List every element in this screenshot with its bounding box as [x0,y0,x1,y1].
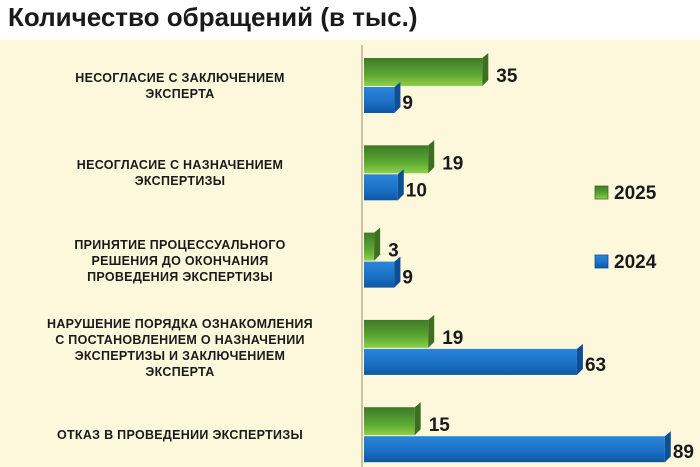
bar-2025-4 [364,407,415,436]
bar-2024-3 [364,348,577,375]
bar-2025-0 [364,58,483,86]
bar-side-2025-3 [428,314,435,348]
category-label-line: НЕСОГЛАСИЕ С НАЗНАЧЕНИЕМ [76,158,284,173]
data-label-2025-2: 3 [388,241,399,262]
category-label: ОТКАЗ В ПРОВЕДЕНИИ ЭКСПЕРТИЗЫ [15,427,345,443]
category-label-line: ЭКСПЕРТА [145,364,215,379]
data-label-2024-0: 9 [402,93,413,114]
category-label: ПРИНЯТИЕ ПРОЦЕССУАЛЬНОГО РЕШЕНИЯ ДО ОКОНЧ… [15,237,345,285]
bar-side-2025-0 [482,53,489,86]
category-label-line: ПРИНЯТИЕ ПРОЦЕССУАЛЬНОГО [74,237,286,252]
category-label-line: ЭКСПЕРТИЗЫ [134,174,226,189]
category-label: НЕСОГЛАСИЕ С НАЗНАЧЕНИЕМ ЭКСПЕРТИЗЫ [15,157,345,189]
bar-2025-2 [364,232,375,261]
bar-2024-4 [364,436,665,463]
category-label-line: НАРУШЕНИЕ ПОРЯДКА ОЗНАКОМЛЕНИЯ [47,316,313,331]
chart-title: Количество обращений (в тыс.) [8,2,418,32]
category-label-line: ПРОВЕДЕНИЯ ЭКСПЕРТИЗЫ [87,269,273,284]
bar-side-2024-0 [394,82,401,113]
legend-swatch-2024 [594,254,609,269]
data-label-2025-0: 35 [496,66,518,87]
data-label-2025-3: 19 [442,328,463,349]
bar-side-2025-4 [414,402,421,436]
data-label-2025-1: 19 [442,153,463,174]
bar-side-2025-1 [428,140,435,174]
bar-side-2024-3 [576,343,583,375]
bar-2025-1 [364,145,429,174]
plot-area [0,40,700,467]
bar-2024-1 [364,174,398,201]
category-label: НЕСОГЛАСИЕ С ЗАКЛЮЧЕНИЕМ ЭКСПЕРТА [15,70,345,102]
category-label-line: НЕСОГЛАСИЕ С ЗАКЛЮЧЕНИЕМ [75,71,285,85]
data-label-2024-2: 9 [402,268,413,289]
bar-2025-3 [364,319,429,348]
category-label-line: РЕШЕНИЯ ДО ОКОНЧАНИЯ [91,253,269,268]
category-label: НАРУШЕНИЕ ПОРЯДКА ОЗНАКОМЛЕНИЯ С ПОСТАНОВ… [15,316,345,380]
category-label-line: ЭКСПЕРТИЗЫ И ЗАКЛЮЧЕНИЕМ [74,348,286,363]
bar-2024-2 [364,261,395,288]
bar-side-2024-1 [397,169,404,201]
bar-side-2024-2 [394,256,401,288]
legend-label-2025: 2025 [614,183,657,204]
bar-side-2024-4 [664,431,671,463]
data-label-2025-4: 15 [429,415,451,436]
category-label-line: ЭКСПЕРТА [145,87,215,101]
bar-2024-0 [364,87,395,113]
data-label-2024-3: 63 [585,355,606,376]
category-label-line: ОТКАЗ В ПРОВЕДЕНИИ ЭКСПЕРТИЗЫ [56,428,304,443]
legend-swatch-2025 [594,185,609,200]
data-label-2024-4: 89 [673,442,694,463]
legend-label-2024: 2024 [614,252,657,273]
data-label-2024-1: 10 [406,180,427,201]
bar-side-2025-2 [374,227,381,261]
category-label-line: С ПОСТАНОВЛЕНИЕМ О НАЗНАЧЕНИИ [55,332,305,347]
